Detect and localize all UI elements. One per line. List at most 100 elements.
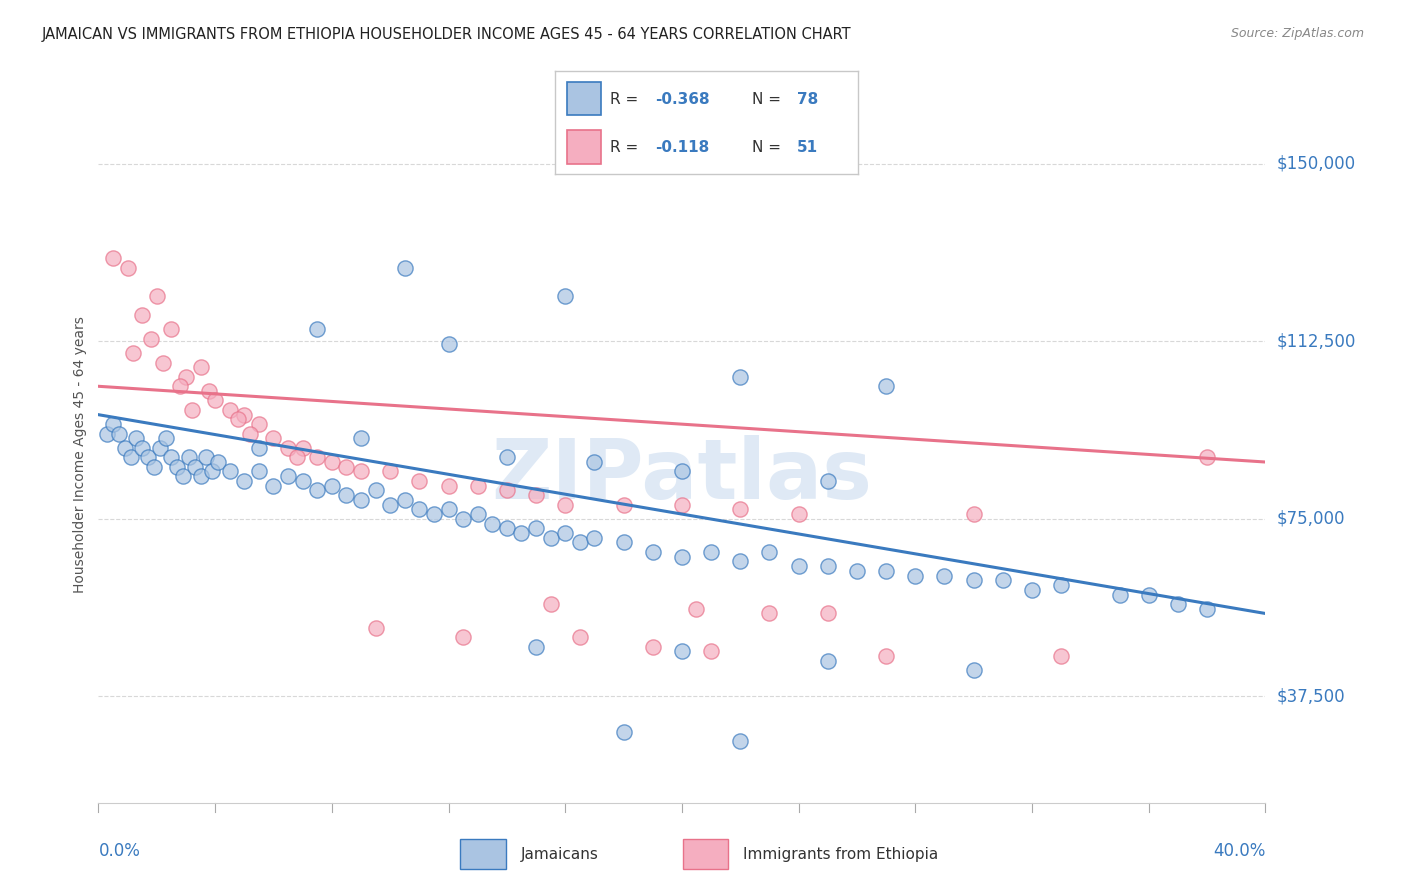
Point bbox=[394, 492, 416, 507]
Point bbox=[142, 459, 165, 474]
Point bbox=[817, 559, 839, 574]
Point bbox=[228, 412, 250, 426]
Point bbox=[146, 289, 169, 303]
Point bbox=[554, 289, 576, 303]
Point bbox=[218, 465, 240, 479]
Point bbox=[845, 564, 868, 578]
Point bbox=[291, 474, 314, 488]
Point bbox=[875, 649, 897, 664]
FancyBboxPatch shape bbox=[683, 839, 728, 869]
Point bbox=[233, 474, 256, 488]
Text: R =: R = bbox=[610, 140, 643, 155]
Point bbox=[101, 417, 124, 432]
Point bbox=[540, 531, 562, 545]
Text: R =: R = bbox=[610, 92, 643, 106]
Point bbox=[160, 322, 183, 336]
Point bbox=[1050, 649, 1073, 664]
Point bbox=[160, 450, 183, 465]
Point bbox=[467, 478, 489, 492]
Point bbox=[120, 450, 142, 465]
Point bbox=[149, 441, 172, 455]
Point bbox=[671, 498, 693, 512]
Text: N =: N = bbox=[752, 92, 786, 106]
Point bbox=[904, 568, 927, 582]
Point bbox=[685, 601, 707, 615]
Point bbox=[131, 441, 153, 455]
Point bbox=[218, 403, 240, 417]
Point bbox=[524, 488, 547, 502]
Point bbox=[285, 450, 308, 465]
Point bbox=[875, 379, 897, 393]
Text: Source: ZipAtlas.com: Source: ZipAtlas.com bbox=[1230, 27, 1364, 40]
Text: $112,500: $112,500 bbox=[1277, 333, 1355, 351]
Point bbox=[131, 308, 153, 322]
Y-axis label: Householder Income Ages 45 - 64 years: Householder Income Ages 45 - 64 years bbox=[73, 317, 87, 593]
Point bbox=[335, 488, 357, 502]
Point bbox=[700, 644, 723, 658]
Point bbox=[307, 483, 329, 498]
Point bbox=[451, 630, 474, 644]
Point bbox=[136, 450, 159, 465]
Point bbox=[481, 516, 503, 531]
Point bbox=[524, 640, 547, 654]
Point bbox=[817, 607, 839, 621]
Point bbox=[152, 356, 174, 370]
Point bbox=[730, 554, 752, 568]
Point bbox=[700, 545, 723, 559]
Point bbox=[239, 426, 262, 441]
Point bbox=[277, 469, 299, 483]
Point bbox=[204, 393, 226, 408]
Point bbox=[408, 474, 430, 488]
Point bbox=[139, 332, 162, 346]
Point bbox=[451, 512, 474, 526]
Text: 0.0%: 0.0% bbox=[98, 842, 141, 860]
Point bbox=[190, 469, 212, 483]
Point bbox=[962, 663, 984, 677]
Point bbox=[467, 507, 489, 521]
Point bbox=[641, 545, 664, 559]
Text: N =: N = bbox=[752, 140, 786, 155]
Point bbox=[554, 498, 576, 512]
Text: 40.0%: 40.0% bbox=[1213, 842, 1265, 860]
Point bbox=[641, 640, 664, 654]
Point bbox=[408, 502, 430, 516]
Point bbox=[291, 441, 314, 455]
Point bbox=[195, 450, 218, 465]
Text: JAMAICAN VS IMMIGRANTS FROM ETHIOPIA HOUSEHOLDER INCOME AGES 45 - 64 YEARS CORRE: JAMAICAN VS IMMIGRANTS FROM ETHIOPIA HOU… bbox=[42, 27, 852, 42]
Point bbox=[612, 535, 634, 549]
Point bbox=[114, 441, 136, 455]
Point bbox=[155, 431, 177, 445]
Point bbox=[583, 531, 606, 545]
Point bbox=[201, 465, 224, 479]
Point bbox=[247, 465, 270, 479]
Point bbox=[583, 455, 606, 469]
Point bbox=[117, 260, 139, 275]
Point bbox=[101, 252, 124, 266]
Point bbox=[350, 431, 373, 445]
Point bbox=[568, 535, 591, 549]
Point bbox=[962, 574, 984, 588]
Text: 78: 78 bbox=[797, 92, 818, 106]
Point bbox=[350, 492, 373, 507]
Point bbox=[730, 502, 752, 516]
Point bbox=[554, 526, 576, 541]
Point bbox=[612, 498, 634, 512]
Point bbox=[307, 450, 329, 465]
Point bbox=[207, 455, 229, 469]
Point bbox=[1050, 578, 1073, 592]
Point bbox=[177, 450, 200, 465]
Point bbox=[394, 260, 416, 275]
Point bbox=[875, 564, 897, 578]
Text: 51: 51 bbox=[797, 140, 818, 155]
Point bbox=[190, 360, 212, 375]
Point bbox=[423, 507, 446, 521]
Point bbox=[1195, 450, 1218, 465]
Point bbox=[247, 417, 270, 432]
Point bbox=[1167, 597, 1189, 611]
Point bbox=[378, 465, 402, 479]
Text: Immigrants from Ethiopia: Immigrants from Ethiopia bbox=[744, 847, 939, 862]
Point bbox=[540, 597, 562, 611]
Point bbox=[364, 621, 387, 635]
FancyBboxPatch shape bbox=[460, 839, 506, 869]
Point bbox=[183, 459, 205, 474]
